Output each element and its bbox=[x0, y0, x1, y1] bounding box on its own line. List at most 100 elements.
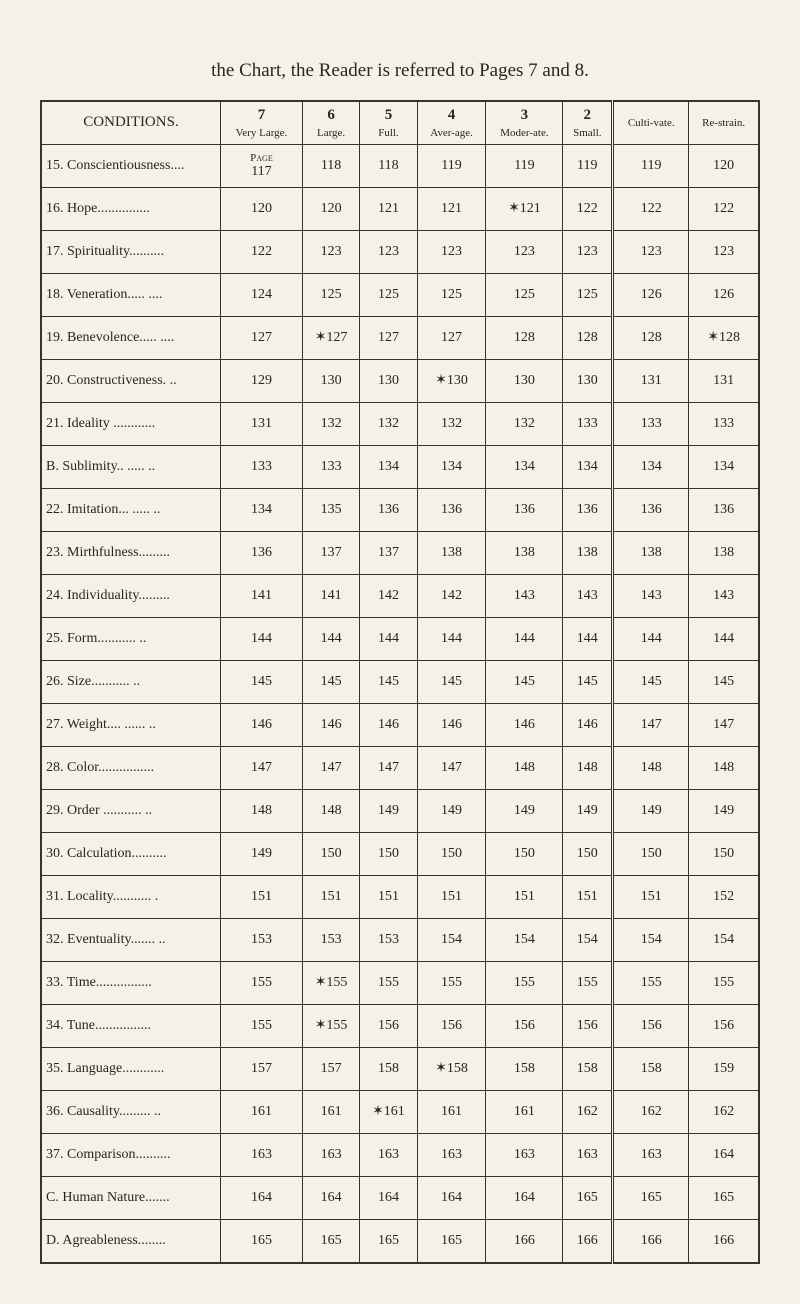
cell-value: 149 bbox=[486, 789, 563, 832]
cell-value: 165 bbox=[360, 1219, 417, 1263]
cell-value: 156 bbox=[689, 1004, 759, 1047]
cell-value: 123 bbox=[689, 230, 759, 273]
cell-value: 161 bbox=[221, 1090, 303, 1133]
table-row: 15. Conscientiousness....Page11711811811… bbox=[41, 144, 759, 187]
cell-value: 123 bbox=[417, 230, 486, 273]
row-label: 37. Comparison.......... bbox=[41, 1133, 221, 1176]
table-row: D. Agreableness........16516516516516616… bbox=[41, 1219, 759, 1263]
cell-value: 119 bbox=[613, 144, 689, 187]
cell-value: 164 bbox=[302, 1176, 359, 1219]
cell-value: 145 bbox=[417, 660, 486, 703]
cell-value: 162 bbox=[613, 1090, 689, 1133]
cell-value: 144 bbox=[221, 617, 303, 660]
row-label: 36. Causality......... .. bbox=[41, 1090, 221, 1133]
cell-value: 134 bbox=[221, 488, 303, 531]
cell-value: 119 bbox=[417, 144, 486, 187]
cell-value: 161 bbox=[417, 1090, 486, 1133]
cell-value: 145 bbox=[486, 660, 563, 703]
cell-value: 146 bbox=[302, 703, 359, 746]
cell-value: ✶155 bbox=[302, 1004, 359, 1047]
cell-value: 165 bbox=[302, 1219, 359, 1263]
header-conditions: CONDITIONS. bbox=[41, 101, 221, 144]
cell-value: 145 bbox=[302, 660, 359, 703]
header-row: CONDITIONS. 7Very Large. 6Large. 5Full. … bbox=[41, 101, 759, 144]
cell-value: 122 bbox=[613, 187, 689, 230]
cell-value: 161 bbox=[486, 1090, 563, 1133]
cell-value: 165 bbox=[563, 1176, 613, 1219]
cell-value: 148 bbox=[302, 789, 359, 832]
cell-value: 150 bbox=[563, 832, 613, 875]
table-row: 25. Form........... ..144144144144144144… bbox=[41, 617, 759, 660]
cell-value: 156 bbox=[360, 1004, 417, 1047]
cell-value: 132 bbox=[302, 402, 359, 445]
cell-value: 155 bbox=[221, 1004, 303, 1047]
cell-value: 134 bbox=[563, 445, 613, 488]
row-label: 20. Constructiveness. .. bbox=[41, 359, 221, 402]
table-caption: the Chart, the Reader is referred to Pag… bbox=[40, 60, 760, 82]
table-row: 21. Ideality ............131132132132132… bbox=[41, 402, 759, 445]
cell-value: 141 bbox=[221, 574, 303, 617]
cell-value: 151 bbox=[613, 875, 689, 918]
cell-value: 123 bbox=[486, 230, 563, 273]
table-row: 17. Spirituality..........12212312312312… bbox=[41, 230, 759, 273]
cell-value: 131 bbox=[689, 359, 759, 402]
cell-value: 146 bbox=[360, 703, 417, 746]
row-label: 29. Order ........... .. bbox=[41, 789, 221, 832]
cell-value: 123 bbox=[302, 230, 359, 273]
cell-value: 145 bbox=[360, 660, 417, 703]
cell-value: 134 bbox=[417, 445, 486, 488]
cell-value: 125 bbox=[360, 273, 417, 316]
cell-value: 119 bbox=[486, 144, 563, 187]
cell-value: 142 bbox=[417, 574, 486, 617]
table-row: 30. Calculation..........149150150150150… bbox=[41, 832, 759, 875]
table-row: B. Sublimity.. ..... ..13313313413413413… bbox=[41, 445, 759, 488]
cell-value: 136 bbox=[563, 488, 613, 531]
cell-value: 150 bbox=[689, 832, 759, 875]
cell-value: 128 bbox=[613, 316, 689, 359]
cell-value: 155 bbox=[613, 961, 689, 1004]
cell-value: 150 bbox=[613, 832, 689, 875]
table-row: 22. Imitation... ..... ..134135136136136… bbox=[41, 488, 759, 531]
row-label: 18. Veneration..... .... bbox=[41, 273, 221, 316]
row-label: 31. Locality........... . bbox=[41, 875, 221, 918]
header-col-6: 6Large. bbox=[302, 101, 359, 144]
cell-value: 121 bbox=[360, 187, 417, 230]
cell-value: ✶161 bbox=[360, 1090, 417, 1133]
cell-value: 130 bbox=[360, 359, 417, 402]
cell-value: 123 bbox=[563, 230, 613, 273]
cell-value: 136 bbox=[689, 488, 759, 531]
row-label: 15. Conscientiousness.... bbox=[41, 144, 221, 187]
cell-value: 122 bbox=[221, 230, 303, 273]
table-row: 20. Constructiveness. ..129130130✶130130… bbox=[41, 359, 759, 402]
cell-value: 155 bbox=[486, 961, 563, 1004]
cell-value: 132 bbox=[486, 402, 563, 445]
cell-value: 134 bbox=[360, 445, 417, 488]
row-label: 22. Imitation... ..... .. bbox=[41, 488, 221, 531]
row-label: C. Human Nature....... bbox=[41, 1176, 221, 1219]
cell-value: 148 bbox=[689, 746, 759, 789]
cell-value: 163 bbox=[417, 1133, 486, 1176]
cell-value: 156 bbox=[613, 1004, 689, 1047]
cell-value: 144 bbox=[613, 617, 689, 660]
cell-value: 136 bbox=[417, 488, 486, 531]
cell-value: 132 bbox=[417, 402, 486, 445]
cell-value: Page117 bbox=[221, 144, 303, 187]
row-label: 27. Weight.... ...... .. bbox=[41, 703, 221, 746]
cell-value: 134 bbox=[486, 445, 563, 488]
table-row: 32. Eventuality....... ..153153153154154… bbox=[41, 918, 759, 961]
cell-value: 150 bbox=[360, 832, 417, 875]
cell-value: 164 bbox=[486, 1176, 563, 1219]
table-row: 35. Language............157157158✶158158… bbox=[41, 1047, 759, 1090]
cell-value: 155 bbox=[360, 961, 417, 1004]
cell-value: 150 bbox=[486, 832, 563, 875]
row-label: 21. Ideality ............ bbox=[41, 402, 221, 445]
cell-value: 165 bbox=[689, 1176, 759, 1219]
cell-value: 141 bbox=[302, 574, 359, 617]
cell-value: 165 bbox=[417, 1219, 486, 1263]
cell-value: 144 bbox=[360, 617, 417, 660]
cell-value: 146 bbox=[563, 703, 613, 746]
header-col-cultivate: Culti-vate. bbox=[613, 101, 689, 144]
cell-value: 144 bbox=[417, 617, 486, 660]
table-row: 16. Hope...............120120121121✶1211… bbox=[41, 187, 759, 230]
row-label: 32. Eventuality....... .. bbox=[41, 918, 221, 961]
